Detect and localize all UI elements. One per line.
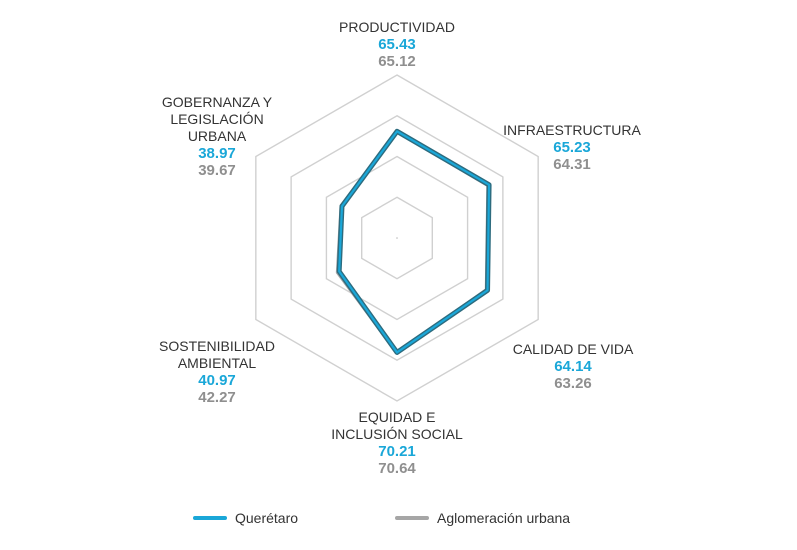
legend-swatch-aglomeracion [395, 516, 429, 520]
value-aglomeracion: 65.12 [378, 53, 416, 70]
grid-ring-3 [290, 114, 504, 362]
axis-label-4: EQUIDAD E INCLUSIÓN SOCIAL 70.21 70.64 [331, 409, 462, 477]
legend-swatch-queretaro [193, 516, 227, 520]
axis-label-5: SOSTENIBILIDAD AMBIENTAL 40.97 42.27 [159, 338, 275, 406]
grid-ring-4 [255, 74, 539, 402]
value-aglomeracion: 70.64 [378, 460, 416, 477]
value-aglomeracion: 42.27 [198, 389, 236, 406]
grid-ring-1 [361, 196, 433, 280]
axis-name: GOBERNANZA Y LEGISLACIÓN URBANA [161, 94, 273, 144]
grid-ring-2 [325, 155, 469, 321]
value-queretaro: 64.14 [554, 358, 592, 375]
axis-label-1: PRODUCTIVIDAD 65.43 65.12 [339, 19, 455, 70]
value-queretaro: 38.97 [198, 145, 236, 162]
axis-name: CALIDAD DE VIDA [512, 341, 634, 357]
axis-name: EQUIDAD E INCLUSIÓN SOCIAL [331, 409, 463, 442]
series-line-queretaro [338, 130, 491, 354]
value-queretaro: 65.23 [553, 139, 591, 156]
axis-name: SOSTENIBILIDAD AMBIENTAL [159, 338, 275, 371]
legend-label-aglomeracion: Aglomeración urbana [437, 510, 571, 526]
radar-center [396, 237, 398, 239]
legend-item-queretaro: Querétaro [193, 508, 298, 528]
axis-label-3: CALIDAD DE VIDA 64.14 63.26 [513, 341, 634, 392]
value-queretaro: 65.43 [378, 36, 416, 53]
axis-label-2: INFRAESTRUCTURA 65.23 64.31 [503, 122, 641, 173]
value-aglomeracion: 63.26 [554, 375, 592, 392]
value-queretaro: 70.21 [378, 443, 416, 460]
value-aglomeracion: 39.67 [198, 162, 236, 179]
value-aglomeracion: 64.31 [553, 156, 591, 173]
axis-name: PRODUCTIVIDAD [339, 19, 455, 35]
value-queretaro: 40.97 [198, 372, 236, 389]
legend-label-queretaro: Querétaro [235, 510, 299, 526]
legend-item-aglomeracion: Aglomeración urbana [395, 508, 570, 528]
axis-label-6: GOBERNANZA Y LEGISLACIÓN URBANA 38.97 39.67 [162, 94, 272, 179]
axis-name: INFRAESTRUCTURA [503, 122, 641, 138]
